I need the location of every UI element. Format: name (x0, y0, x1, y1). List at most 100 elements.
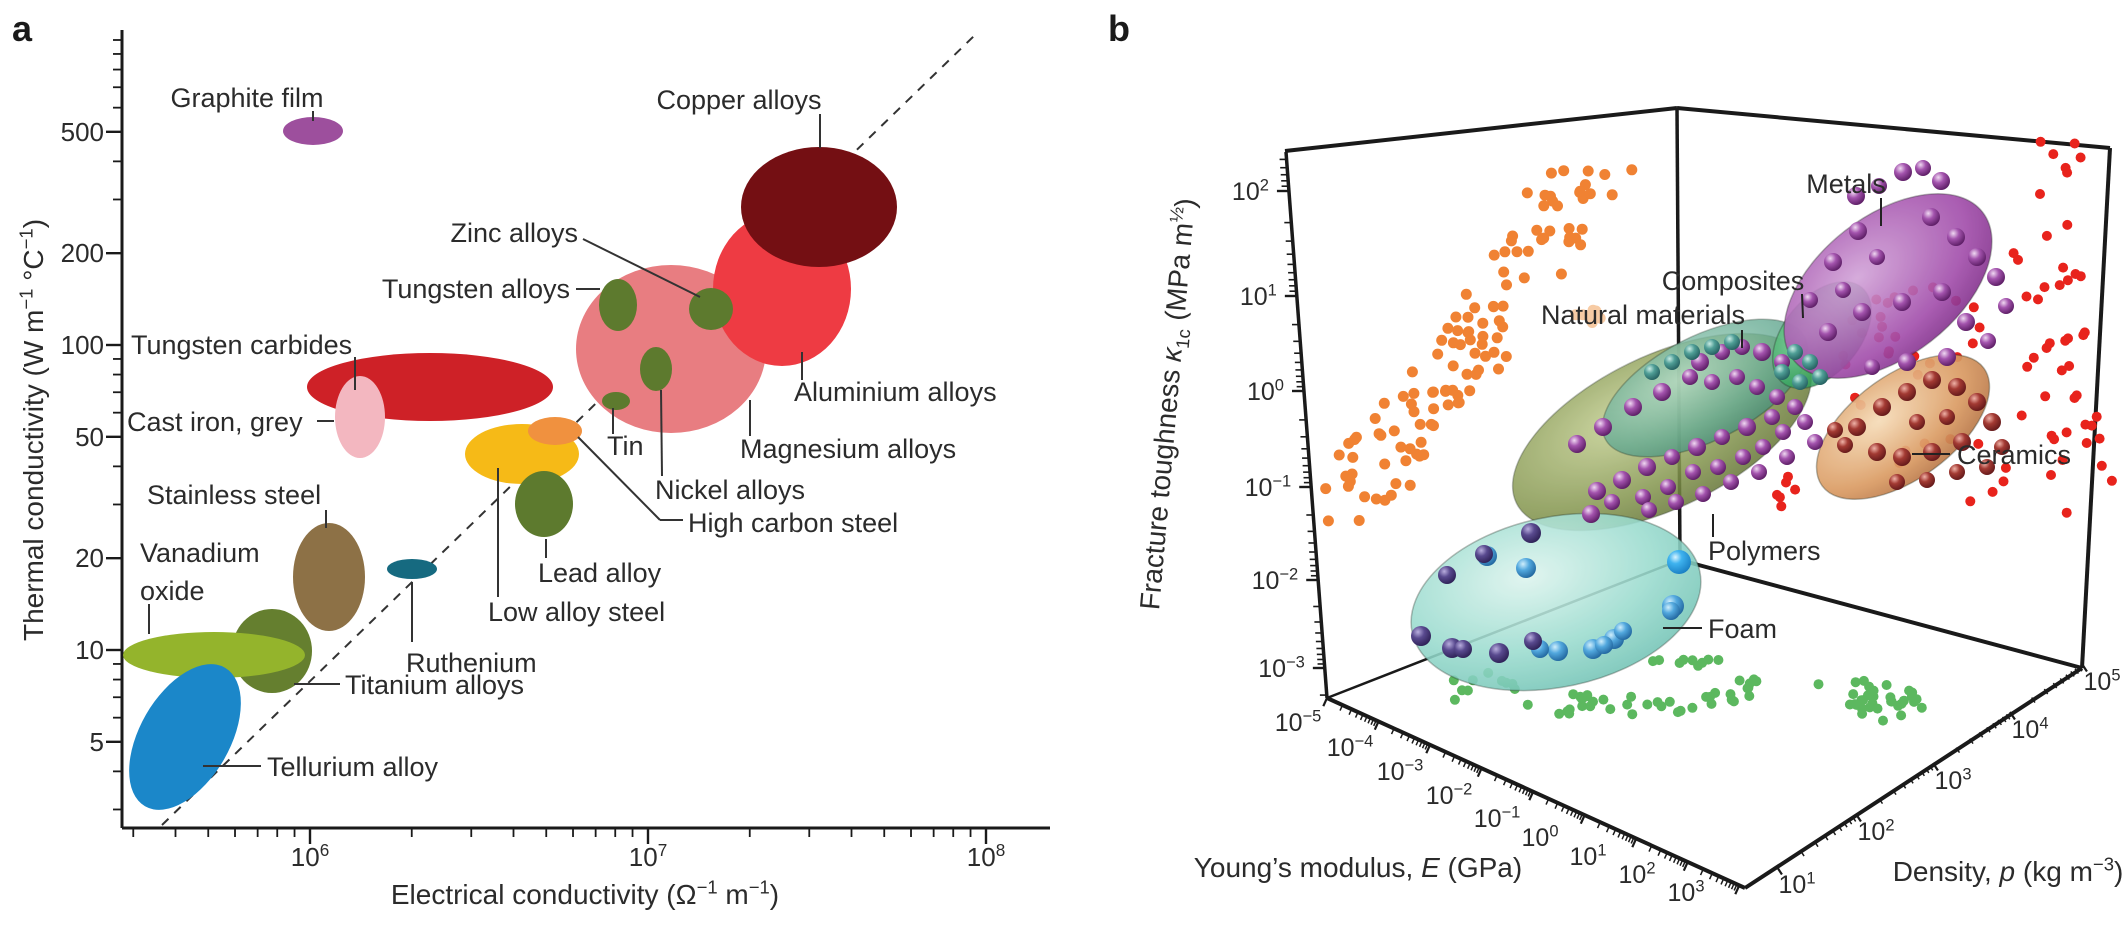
leader-nickel-alloys (660, 389, 663, 477)
bubble-tin (602, 392, 630, 410)
label-copper-alloys: Copper alloys (656, 85, 821, 115)
floor-right-edge (1679, 558, 2083, 670)
label-stainless-steel: Stainless steel (147, 480, 321, 510)
b-data-spheres (1411, 160, 2014, 663)
b-x-tick-1e-1: 10−1 (1474, 804, 1521, 834)
label-tungsten-carbides: Tungsten carbides (131, 330, 352, 360)
bubble-vanadium-oxide (123, 632, 305, 678)
leader-zinc-alloys (582, 238, 701, 298)
a-y-tick-5: 5 (90, 727, 104, 757)
a-y-tick-50: 50 (75, 422, 104, 452)
b-z-tick-1e1: 101 (1779, 870, 1816, 900)
polymers-raw-points-upper (1648, 654, 1724, 671)
a-material-bubbles (123, 117, 897, 810)
bubble-graphite-film (283, 117, 343, 145)
spheres-darkred (1827, 371, 2010, 490)
label-tungsten-alloys: Tungsten alloys (382, 274, 570, 304)
ceramics-raw-points-band (2008, 136, 2117, 518)
label-graphite-film: Graphite film (170, 83, 323, 113)
youngs-axis (1326, 696, 1746, 890)
back-top-left-edge (1284, 106, 1678, 153)
b-z-tick-1e4: 104 (2012, 715, 2049, 745)
label-ruthenium: Ruthenium (406, 648, 537, 678)
label-zinc-alloys: Zinc alloys (450, 218, 578, 248)
label-nickel-alloys: Nickel alloys (655, 475, 805, 505)
bubble-high-carbon-steel (528, 417, 582, 445)
ceramics-raw-points-left (1772, 471, 1801, 512)
spheres-teal (1644, 334, 1828, 390)
spheres-brightblue (1667, 550, 1691, 574)
a-material-labels: Graphite film Copper alloys Zinc alloys Tun… (127, 83, 997, 782)
bubble-ruthenium (387, 559, 437, 579)
label-lead-alloy: Lead alloy (538, 558, 662, 588)
b-x-axis-title: Young’s modulus, E (GPa) (1194, 852, 1522, 883)
b-x-tick-1e1: 101 (1570, 842, 1607, 872)
a-y-axis-title-group: Thermal conductivity (W m−1 °C−1) (15, 219, 49, 641)
bubble-cast-iron-grey (335, 376, 385, 458)
b-x-tick-1e-3: 10−3 (1377, 757, 1424, 787)
bubble-zinc-alloys (689, 288, 733, 330)
b-y-axis-title-group: Fracture toughness κ1c (MPa m½) (1131, 197, 1205, 612)
a-y-tick-200: 200 (61, 238, 104, 268)
panel-a-letter: a (12, 8, 33, 49)
b-leader-lines (1663, 198, 1950, 629)
b-y-tick-1e-1: 10−1 (1245, 473, 1292, 503)
leader-composites (1801, 293, 1804, 319)
a-x-tick-1e8: 108 (967, 840, 1005, 872)
label-natural-materials: Natural materials (1541, 300, 1745, 330)
b-z-tick-1e2: 102 (1858, 817, 1895, 847)
b-x-tick-1e3: 103 (1668, 878, 1705, 908)
b-y-tick-1e1: 101 (1240, 282, 1277, 312)
label-titanium-alloys: Titanium alloys (345, 670, 524, 700)
polymers-raw-points-right (1813, 675, 1927, 726)
a-y-tick-20: 20 (75, 543, 104, 573)
right-wall-edge (2080, 147, 2112, 669)
label-low-alloy-steel: Low alloy steel (488, 597, 665, 627)
a-leader-lines (148, 111, 821, 767)
label-metals: Metals (1806, 169, 1886, 199)
b-class-labels: Metals Composites Natural materials Ceramic… (1541, 169, 2071, 644)
panel-b: 10210110010−110−210−310−510−410−310−210−… (1131, 106, 2124, 908)
label-high-carbon-steel: High carbon steel (688, 508, 898, 538)
label-ceramics: Ceramics (1957, 440, 2071, 470)
fracture-axis (1284, 151, 1329, 699)
label-vanadium-oxide: Vanadium (140, 538, 260, 568)
natural-materials-pale-points (1570, 304, 1606, 328)
b-z-axis-title: Density, p (kg m−3) (1893, 853, 2124, 887)
natural-materials-raw-points (1320, 164, 1638, 527)
b-axis-ticks: 10210110010−110−210−310−510−410−310−210−… (1232, 158, 2121, 908)
b-x-tick-1e-4: 10−4 (1327, 733, 1374, 763)
label-composites: Composites (1662, 266, 1805, 296)
bubble-tungsten-alloys (599, 279, 637, 331)
bubble-nickel-alloys (640, 347, 672, 391)
label-polymers: Polymers (1708, 536, 1821, 566)
spheres-navy (1411, 523, 1542, 663)
b-y-tick-1e-2: 10−2 (1252, 566, 1299, 596)
a-y-axis-title: Thermal conductivity (W m−1 °C−1) (15, 219, 49, 641)
bubble-copper-alloys (741, 147, 897, 267)
panel-b-letter: b (1108, 8, 1130, 49)
b-z-tick-1e3: 103 (1935, 766, 1972, 796)
label-aluminium-alloys: Aluminium alloys (794, 377, 997, 407)
a-y-tick-500: 500 (61, 117, 104, 147)
b-y-tick-1e-3: 10−3 (1258, 654, 1305, 684)
b-y-tick-1e0: 100 (1247, 377, 1284, 407)
a-x-tick-1e6: 106 (291, 840, 329, 872)
ceramics-envelope (1815, 353, 1991, 501)
label-tin: Tin (607, 431, 644, 461)
b-y-tick-1e2: 102 (1232, 177, 1269, 207)
a-y-tick-10: 10 (75, 635, 104, 665)
bubble-tellurium-alloy (129, 664, 241, 810)
polymers-raw-points-snake (1554, 674, 1762, 720)
a-y-tick-100: 100 (61, 330, 104, 360)
label-vanadium-oxide-line2: oxide (140, 576, 205, 606)
b-x-tick-1e-5: 10−5 (1275, 708, 1322, 738)
spheres-purple (1568, 160, 2014, 523)
label-magnesium-alloys: Magnesium alloys (740, 434, 956, 464)
b-y-axis-title: Fracture toughness κ1c (MPa m½) (1131, 197, 1205, 612)
label-tellurium-alloy: Tellurium alloy (267, 752, 439, 782)
